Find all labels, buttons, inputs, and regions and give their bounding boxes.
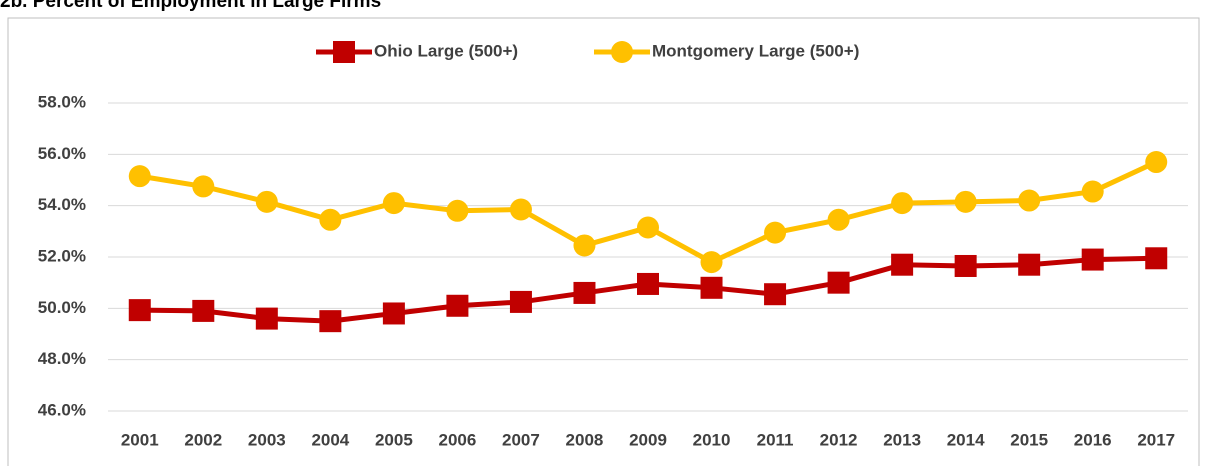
marker xyxy=(1145,151,1168,174)
y-tick-label: 56.0% xyxy=(38,144,86,163)
x-tick-label: 2007 xyxy=(502,430,540,449)
marker xyxy=(382,192,405,215)
marker xyxy=(637,272,659,295)
x-tick-label: 2004 xyxy=(311,430,349,449)
marker xyxy=(1018,189,1041,212)
legend-marker xyxy=(333,41,355,63)
marker xyxy=(319,208,342,231)
marker xyxy=(764,283,787,306)
marker xyxy=(1018,253,1041,276)
x-tick-label: 2011 xyxy=(757,430,794,449)
marker xyxy=(446,199,469,222)
legend-label: Montgomery Large (500+) xyxy=(652,41,859,60)
x-tick-label: 2012 xyxy=(820,430,858,449)
x-tick-label: 2008 xyxy=(566,430,604,449)
x-tick-label: 2017 xyxy=(1137,430,1175,449)
marker xyxy=(573,234,596,257)
marker xyxy=(764,221,787,244)
marker xyxy=(1081,180,1104,203)
marker xyxy=(1081,248,1104,271)
marker xyxy=(319,310,342,333)
y-tick-label: 50.0% xyxy=(38,298,86,317)
y-tick-label: 54.0% xyxy=(38,195,86,214)
x-tick-label: 2003 xyxy=(248,430,286,449)
y-tick-label: 52.0% xyxy=(38,246,86,265)
legend-marker xyxy=(611,41,633,63)
marker xyxy=(382,302,405,325)
marker xyxy=(255,307,278,330)
marker xyxy=(827,271,850,294)
x-tick-label: 2013 xyxy=(883,430,921,449)
x-tick-label: 2016 xyxy=(1074,430,1112,449)
y-tick-label: 58.0% xyxy=(38,92,86,111)
marker xyxy=(573,281,596,304)
marker xyxy=(637,216,659,239)
legend-label: Ohio Large (500+) xyxy=(374,41,518,60)
marker xyxy=(1145,247,1168,270)
x-tick-label: 2002 xyxy=(184,430,222,449)
marker xyxy=(509,290,532,313)
marker xyxy=(192,175,215,198)
y-tick-label: 48.0% xyxy=(38,349,86,368)
chart-title: 2b. Percent of Employment in Large Firms xyxy=(0,0,381,12)
marker xyxy=(192,299,215,322)
marker xyxy=(891,192,914,215)
x-tick-label: 2014 xyxy=(947,430,985,449)
marker xyxy=(700,251,723,274)
marker xyxy=(827,208,850,231)
marker xyxy=(954,254,977,277)
marker xyxy=(128,299,151,322)
marker xyxy=(128,165,151,188)
y-tick-label: 46.0% xyxy=(38,400,86,419)
x-tick-label: 2005 xyxy=(375,430,413,449)
marker xyxy=(891,253,914,276)
x-tick-label: 2006 xyxy=(438,430,476,449)
marker xyxy=(509,198,532,221)
marker xyxy=(700,276,723,299)
x-tick-label: 2001 xyxy=(121,430,159,449)
marker xyxy=(255,190,278,213)
x-tick-label: 2015 xyxy=(1010,430,1048,449)
x-tick-label: 2009 xyxy=(629,430,667,449)
x-tick-label: 2010 xyxy=(693,430,731,449)
marker xyxy=(446,294,469,317)
marker xyxy=(954,190,977,213)
